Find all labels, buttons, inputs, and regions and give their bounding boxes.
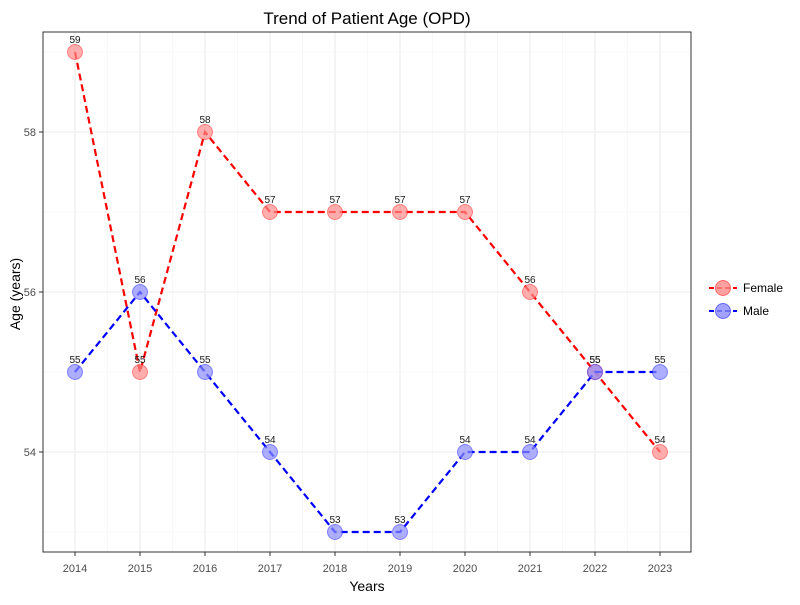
data-point-female: [197, 124, 213, 140]
data-point-female: [67, 44, 83, 60]
data-point-female: [652, 444, 668, 460]
data-label-female: 55: [589, 355, 601, 366]
data-label-male: 55: [654, 355, 666, 366]
data-label-female: 55: [134, 355, 146, 366]
data-label-male: 55: [589, 355, 601, 366]
data-point-male: [132, 284, 148, 300]
data-label-male: 54: [459, 435, 471, 446]
data-label-female: 57: [264, 195, 276, 206]
data-label-male: 54: [264, 435, 276, 446]
data-label-female: 59: [69, 35, 81, 46]
x-tick-label: 2017: [258, 563, 282, 575]
data-point-female: [262, 204, 278, 220]
x-tick-label: 2020: [453, 563, 477, 575]
x-tick-label: 2023: [648, 563, 672, 575]
y-tick-label: 54: [24, 447, 36, 459]
chart-title: Trend of Patient Age (OPD): [263, 9, 470, 28]
x-tick-label: 2014: [63, 563, 87, 575]
data-label-female: 58: [199, 115, 211, 126]
data-point-male: [652, 364, 668, 380]
y-axis-title: Age (years): [7, 258, 23, 330]
legend: Female Male: [709, 280, 783, 319]
series-line-male: [74, 290, 660, 534]
data-label-female: 57: [394, 195, 406, 206]
data-point-female: [132, 364, 148, 380]
data-point-male: [392, 524, 408, 540]
data-label-female: 56: [524, 275, 536, 286]
x-tick-label: 2019: [388, 563, 412, 575]
data-point-female: [522, 284, 538, 300]
legend-label-female: Female: [743, 281, 783, 295]
data-label-female: 54: [654, 435, 666, 446]
x-tick-label: 2021: [518, 563, 542, 575]
data-label-female: 57: [329, 195, 341, 206]
legend-label-male: Male: [743, 304, 769, 318]
y-tick-label: 56: [24, 287, 36, 299]
x-tick-label: 2015: [128, 563, 152, 575]
series-line-female: [73, 51, 661, 453]
data-point-male: [327, 524, 343, 540]
data-label-male: 56: [134, 275, 146, 286]
data-point-male: [587, 364, 603, 380]
legend-marker-female: [715, 280, 731, 296]
y-tick-label: 58: [24, 127, 36, 139]
data-point-male: [262, 444, 278, 460]
x-tick-label: 2022: [583, 563, 607, 575]
x-tick-label: 2018: [323, 563, 347, 575]
data-label-male: 54: [524, 435, 536, 446]
data-point-male: [197, 364, 213, 380]
data-label-male: 53: [329, 515, 341, 526]
data-point-female: [392, 204, 408, 220]
data-label-female: 57: [459, 195, 471, 206]
x-axis-title: Years: [349, 578, 384, 594]
legend-marker-male: [715, 303, 731, 319]
data-label-male: 53: [394, 515, 406, 526]
data-point-female: [457, 204, 473, 220]
data-point-female: [327, 204, 343, 220]
data-point-male: [457, 444, 473, 460]
data-label-male: 55: [69, 355, 81, 366]
data-point-male: [522, 444, 538, 460]
data-label-male: 55: [199, 355, 211, 366]
x-tick-label: 2016: [193, 563, 217, 575]
data-point-male: [67, 364, 83, 380]
